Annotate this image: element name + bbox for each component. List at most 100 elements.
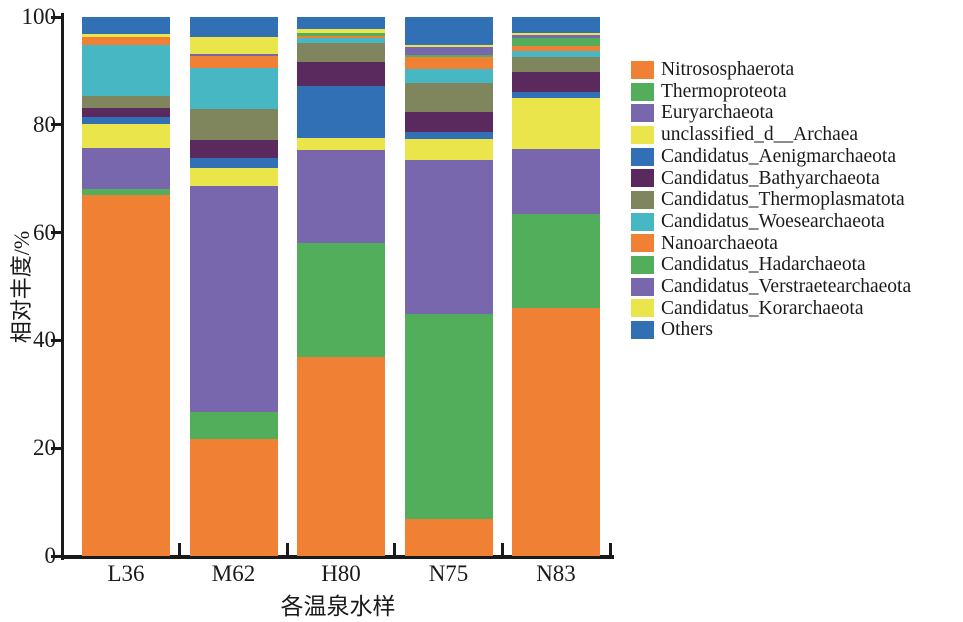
bar-L36 xyxy=(82,17,170,556)
legend-label: Candidatus_Hadarchaeota xyxy=(661,254,866,276)
bar-segment-Others xyxy=(297,17,385,30)
bar-segment-Candidatus_Bathyarchaeota xyxy=(297,61,385,86)
bar-N83 xyxy=(512,17,600,556)
y-tick-40 xyxy=(51,338,61,342)
legend-label: Nitrososphaerota xyxy=(661,59,795,81)
y-tick-20 xyxy=(51,446,61,450)
plot-area xyxy=(51,13,614,560)
legend-swatch-icon xyxy=(631,321,654,340)
y-tick-label-80: 80 xyxy=(33,111,56,137)
x-axis-line xyxy=(61,555,614,559)
x-category-label-H80: H80 xyxy=(321,561,361,586)
bar-segment-Candidatus_Verstraetearchaeota xyxy=(512,34,600,38)
bar-segment-Candidatus_Korarchaeota xyxy=(189,36,278,54)
bar-segment-Thermoproteota xyxy=(82,189,170,196)
bar-segment-unclassified_d__Archaea xyxy=(512,97,600,149)
bar-segment-unclassified_d__Archaea xyxy=(82,124,170,148)
legend-item-Nitrososphaerota: Nitrososphaerota xyxy=(631,59,911,81)
bar-segment-Nitrososphaerota xyxy=(404,519,493,556)
bar-segment-Candidatus_Bathyarchaeota xyxy=(189,139,278,159)
bar-segment-Candidatus_Thermoplasmatota xyxy=(189,108,278,140)
bar-segment-unclassified_d__Archaea xyxy=(404,138,493,161)
y-tick-0 xyxy=(51,554,61,558)
legend-item-Candidatus_Thermoplasmatota: Candidatus_Thermoplasmatota xyxy=(631,189,911,211)
bar-segment-Candidatus_Korarchaeota xyxy=(82,34,170,37)
legend-item-Thermoproteota: Thermoproteota xyxy=(631,81,911,103)
bar-segment-Thermoproteota xyxy=(512,214,600,309)
bar-segment-Candidatus_Verstraetearchaeota xyxy=(404,47,493,56)
bar-segment-unclassified_d__Archaea xyxy=(189,168,278,186)
x-tick-0 xyxy=(178,543,181,556)
y-tick-label-100: 100 xyxy=(21,4,57,29)
legend-label: Others xyxy=(661,319,713,341)
legend-swatch-icon xyxy=(631,212,654,231)
y-tick-label-0: 0 xyxy=(44,543,57,568)
bar-segment-Euryarchaeota xyxy=(82,147,170,190)
bar-segment-Candidatus_Korarchaeota xyxy=(297,29,385,33)
bar-segment-Nitrososphaerota xyxy=(82,195,170,556)
legend-swatch-icon xyxy=(631,299,654,318)
bar-segment-Nanoarchaeota xyxy=(82,36,170,46)
x-category-label-L36: L36 xyxy=(107,561,145,586)
legend-label: unclassified_d__Archaea xyxy=(661,124,859,146)
bar-segment-Candidatus_Thermoplasmatota xyxy=(404,83,493,113)
bar-segment-Thermoproteota xyxy=(404,314,493,520)
bar-segment-Nanoarchaeota xyxy=(297,35,385,39)
legend-item-Euryarchaeota: Euryarchaeota xyxy=(631,102,911,124)
bar-segment-Nanoarchaeota xyxy=(189,56,278,69)
legend-item-Candidatus_Bathyarchaeota: Candidatus_Bathyarchaeota xyxy=(631,167,911,189)
bar-segment-Candidatus_Hadarchaeota xyxy=(404,55,493,58)
bar-segment-Candidatus_Hadarchaeota xyxy=(512,37,600,47)
bar-segment-Others xyxy=(512,17,600,33)
y-tick-60 xyxy=(51,231,61,235)
bar-segment-Euryarchaeota xyxy=(512,148,600,215)
bar-M62 xyxy=(189,16,278,556)
legend-item-Candidatus_Verstraetearchaeota: Candidatus_Verstraetearchaeota xyxy=(631,276,911,298)
legend-label: Candidatus_Woesearchaeota xyxy=(661,210,885,232)
bar-segment-unclassified_d__Archaea xyxy=(297,137,385,151)
legend-swatch-icon xyxy=(631,190,654,209)
x-category-label-M62: M62 xyxy=(211,561,256,586)
bar-segment-Candidatus_Woesearchaeota xyxy=(189,68,278,109)
x-tick-3 xyxy=(500,543,504,556)
bar-segment-Nanoarchaeota xyxy=(512,46,600,51)
bar-segment-Candidatus_Korarchaeota xyxy=(512,32,600,35)
bar-segment-Euryarchaeota xyxy=(189,185,278,412)
legend-item-Candidatus_Woesearchaeota: Candidatus_Woesearchaeota xyxy=(631,211,911,233)
bar-segment-Thermoproteota xyxy=(189,411,278,439)
bar-segment-Candidatus_Bathyarchaeota xyxy=(404,112,493,133)
legend-item-Candidatus_Aenigmarchaeota: Candidatus_Aenigmarchaeota xyxy=(631,146,911,168)
legend-label: Candidatus_Korarchaeota xyxy=(661,297,864,319)
bar-segment-Euryarchaeota xyxy=(404,160,493,315)
bar-segment-Nanoarchaeota xyxy=(404,57,493,69)
legend-label: Candidatus_Bathyarchaeota xyxy=(661,167,880,189)
bar-segment-Candidatus_Bathyarchaeota xyxy=(512,71,600,92)
bar-segment-Others xyxy=(82,17,170,35)
y-tick-label-40: 40 xyxy=(33,327,56,353)
bar-segment-Candidatus_Aenigmarchaeota xyxy=(189,158,278,169)
legend-label: Candidatus_Verstraetearchaeota xyxy=(661,275,912,297)
bar-segment-Candidatus_Aenigmarchaeota xyxy=(297,85,385,138)
y-axis-line xyxy=(61,13,64,560)
legend-item-unclassified_d__Archaea: unclassified_d__Archaea xyxy=(631,124,911,146)
legend-swatch-icon xyxy=(631,234,654,253)
bar-segment-Candidatus_Woesearchaeota xyxy=(297,38,385,44)
bar-segment-Candidatus_Thermoplasmatota xyxy=(512,57,600,72)
x-category-label-N75: N75 xyxy=(428,561,469,586)
bar-segment-Nitrososphaerota xyxy=(512,308,600,556)
legend-item-Candidatus_Korarchaeota: Candidatus_Korarchaeota xyxy=(631,298,911,320)
legend-swatch-icon xyxy=(631,82,654,101)
y-tick-100 xyxy=(51,15,61,19)
bar-segment-Others xyxy=(189,16,278,37)
legend-label: Thermoproteota xyxy=(661,80,787,102)
bar-segment-Candidatus_Thermoplasmatota xyxy=(297,43,385,62)
legend-item-Others: Others xyxy=(631,319,911,341)
y-tick-80 xyxy=(51,123,61,127)
legend-label: Euryarchaeota xyxy=(661,102,774,124)
bar-segment-Nitrososphaerota xyxy=(297,356,385,556)
legend-label: Nanoarchaeota xyxy=(661,232,778,254)
bar-segment-Candidatus_Woesearchaeota xyxy=(512,50,600,58)
bar-segment-Candidatus_Woesearchaeota xyxy=(404,68,493,84)
x-tick-2 xyxy=(393,543,396,556)
bar-segment-Candidatus_Bathyarchaeota xyxy=(82,108,170,117)
